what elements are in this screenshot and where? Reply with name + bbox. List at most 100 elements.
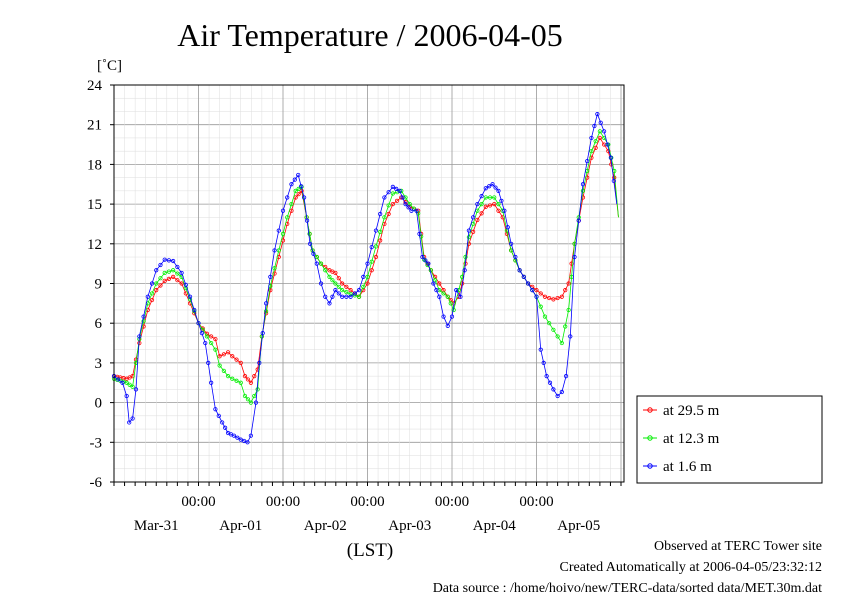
data-point [390, 191, 395, 196]
data-point [555, 393, 560, 399]
data-point [124, 380, 129, 385]
data-point [130, 384, 135, 389]
data-point [127, 420, 132, 425]
data-point [542, 294, 548, 299]
data-point [608, 155, 613, 160]
data-point [166, 276, 172, 281]
data-point [327, 274, 332, 279]
series-line [113, 137, 619, 384]
data-point [403, 195, 408, 200]
data-point [538, 304, 543, 309]
data-point [487, 184, 492, 189]
data-point [593, 145, 598, 150]
data-point [499, 198, 504, 203]
data-point [149, 281, 155, 286]
data-point [437, 288, 442, 293]
data-point [234, 357, 239, 362]
data-point [204, 334, 210, 339]
data-point [158, 276, 163, 281]
y-tick-label: 0 [95, 396, 103, 412]
data-point [285, 195, 290, 200]
data-point [409, 208, 414, 213]
data-point [378, 238, 383, 243]
data-point [475, 217, 480, 223]
data-point [559, 294, 564, 299]
data-point [213, 336, 218, 342]
data-point [276, 228, 281, 233]
data-point [323, 294, 328, 299]
legend-swatch-marker [647, 407, 653, 413]
data-point [605, 142, 610, 147]
data-point [475, 202, 480, 207]
data-point [248, 380, 253, 385]
data-point [311, 251, 316, 256]
data-point [373, 244, 379, 249]
y-tick-label: 18 [87, 157, 102, 173]
data-point [414, 208, 419, 213]
data-point [513, 254, 518, 260]
data-point [483, 186, 488, 191]
y-tick-label: 12 [87, 237, 102, 253]
x-time-label: 00:00 [435, 494, 469, 510]
data-point [340, 288, 345, 293]
data-point [179, 270, 184, 276]
data-point [505, 225, 510, 230]
data-point [365, 261, 370, 266]
data-point [124, 393, 129, 399]
data-point [162, 257, 167, 262]
y-axis-label: [˚C] [97, 58, 122, 74]
data-point [597, 135, 602, 141]
data-point [595, 112, 600, 117]
data-point [299, 184, 304, 189]
data-point [462, 268, 467, 273]
data-point [252, 374, 257, 379]
data-point [141, 314, 146, 319]
data-point [216, 413, 221, 418]
data-point [171, 258, 176, 264]
data-point [487, 203, 493, 208]
data-point [242, 374, 248, 379]
data-point [483, 204, 488, 209]
data-point [420, 254, 425, 260]
data-point [330, 294, 335, 299]
data-point [340, 281, 345, 286]
data-point [547, 321, 552, 326]
data-point [471, 215, 476, 220]
data-point [323, 268, 328, 273]
data-point [509, 241, 514, 246]
data-point [127, 382, 132, 387]
data-point [382, 215, 387, 220]
data-point [318, 261, 324, 266]
data-point [373, 254, 379, 260]
data-point [458, 294, 463, 299]
data-point [390, 202, 395, 207]
data-point [479, 211, 484, 216]
data-point [394, 198, 400, 203]
footer-source: Data source : /home/hoivo/new/TERC-data/… [433, 581, 822, 595]
data-point [238, 380, 243, 385]
data-point [318, 281, 324, 286]
data-point [445, 294, 450, 299]
data-point [238, 437, 243, 442]
data-point [434, 288, 439, 293]
data-point [559, 389, 564, 395]
chart-title: Air Temperature / 2006-04-05 [177, 17, 563, 53]
data-point [296, 186, 301, 191]
series-at-29-5-m [111, 135, 619, 385]
data-point [386, 190, 391, 195]
data-point [417, 231, 422, 236]
data-point [302, 195, 307, 200]
data-point [272, 266, 277, 271]
data-point [314, 254, 319, 260]
data-point [285, 215, 290, 220]
data-point [569, 261, 574, 266]
data-point [203, 340, 208, 346]
data-point [245, 397, 251, 402]
series-line [113, 112, 618, 443]
data-point [348, 288, 353, 293]
data-point [566, 281, 571, 286]
data-point [213, 347, 218, 352]
data-point [471, 229, 476, 234]
data-point [230, 354, 235, 359]
data-point [403, 202, 408, 207]
